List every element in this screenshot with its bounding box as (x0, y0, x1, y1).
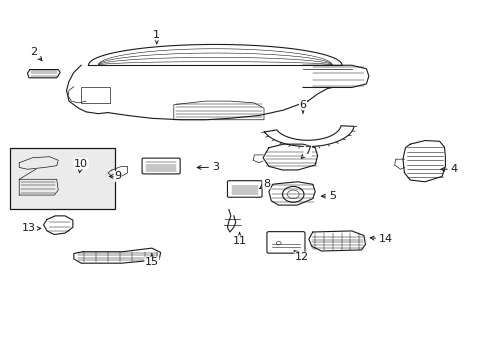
Text: 1: 1 (153, 30, 160, 44)
Text: 10: 10 (74, 159, 88, 173)
Text: 6: 6 (299, 100, 306, 113)
Text: 13: 13 (22, 224, 41, 233)
Text: 11: 11 (232, 233, 246, 246)
Text: 3: 3 (197, 162, 218, 172)
Text: 12: 12 (293, 251, 308, 262)
Text: 9: 9 (109, 171, 121, 181)
Bar (10, 148, 115, 209)
Text: 8: 8 (259, 179, 269, 189)
Bar (81, 87, 110, 103)
Text: 2: 2 (30, 46, 42, 60)
Text: 15: 15 (144, 254, 159, 267)
Text: 14: 14 (369, 234, 392, 244)
Text: 5: 5 (321, 191, 335, 201)
Text: 4: 4 (440, 164, 457, 174)
Text: 7: 7 (301, 146, 311, 158)
